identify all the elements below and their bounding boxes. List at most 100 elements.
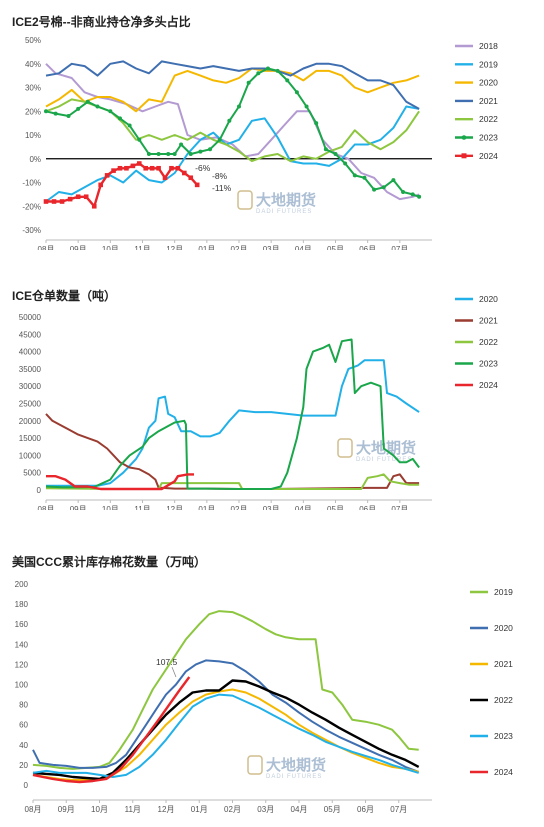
legend-label: 2020 [479, 78, 498, 88]
series-point-2024 [43, 199, 49, 204]
series-point-2023 [410, 192, 415, 197]
y-tick-label: 100 [15, 681, 29, 690]
y-tick-label: 80 [19, 701, 28, 710]
legend-label: 2020 [479, 294, 498, 304]
x-tick-label: 04月 [291, 805, 308, 814]
legend-label: 2019 [494, 587, 513, 597]
series-point-2024 [91, 203, 97, 209]
legend-label: 2020 [494, 623, 513, 633]
series-point-2023 [343, 161, 348, 166]
series-point-2023 [179, 142, 184, 147]
x-tick-label: 06月 [359, 245, 376, 250]
series-point-2023 [85, 99, 90, 104]
y-tick-label: 0 [37, 486, 42, 495]
y-tick-label: 20% [25, 107, 41, 116]
warehouse-receipts-chart-panel: ICE仓单数量（吨） 大地期货 DADI FUTURES 0 5000 10000 150… [0, 275, 544, 514]
x-tick-label: 01月 [198, 245, 215, 250]
series-point-2024 [59, 199, 65, 204]
x-tick-label: 07月 [391, 245, 408, 250]
x-tick-label: 12月 [166, 505, 183, 510]
series-point-2024 [67, 196, 73, 202]
series-point-2024 [143, 165, 149, 171]
annotation-label: -6% [195, 163, 211, 173]
watermark-cn: 大地期货 [356, 439, 416, 457]
legend-item-2023: 2023 [455, 133, 498, 143]
legend-label: 2022 [479, 337, 498, 347]
y-tick-label: -20% [22, 202, 41, 211]
watermark-logo-icon [237, 190, 253, 210]
legend-label: 2022 [479, 114, 498, 124]
series-point-2023 [127, 123, 132, 128]
y-tick-label: 160 [15, 620, 29, 629]
x-tick-label: 08月 [38, 505, 55, 510]
y-tick-label: 5000 [23, 469, 41, 478]
legend-marker [461, 135, 467, 140]
x-tick-label: 04月 [295, 505, 312, 510]
series-point-2023 [166, 152, 171, 156]
x-tick-label: 02月 [231, 505, 248, 510]
legend-label: 2019 [479, 59, 498, 69]
x-tick-label: 12月 [166, 245, 183, 250]
legend-label: 2023 [479, 359, 498, 369]
legend-item-2022: 2022 [455, 337, 498, 347]
series-point-2024 [104, 173, 110, 178]
series-point-2024 [130, 163, 136, 169]
x-tick-label: 09月 [58, 805, 75, 814]
series-point-2024 [136, 161, 142, 166]
y-tick-label: 0 [24, 781, 29, 790]
series-point-2023 [66, 114, 71, 118]
watermark-cn: 大地期货 [256, 191, 316, 209]
legend-item-2024: 2024 [470, 767, 513, 777]
series-point-2023 [304, 104, 309, 109]
legend-item-2023: 2023 [470, 731, 513, 741]
chart-title: ICE2号棉--非商业持仓净多头占比 [12, 15, 191, 29]
series-line-2022 [32, 679, 420, 781]
y-tick-label: 40% [25, 60, 41, 69]
legend-label: 2021 [479, 96, 498, 106]
series-point-2024 [149, 165, 155, 171]
series-point-2023 [391, 178, 396, 183]
series-line-2024 [46, 473, 194, 491]
series-point-2024 [98, 182, 103, 188]
series-line-2024 [32, 676, 191, 784]
series-point-2024 [175, 165, 181, 171]
legend-item-2018: 2018 [455, 41, 498, 51]
legend-item-2024: 2024 [455, 151, 498, 161]
x-tick-label: 05月 [324, 805, 341, 814]
series-point-2024 [111, 168, 116, 173]
y-tick-label: 20 [19, 761, 28, 770]
x-tick-label: 12月 [158, 805, 175, 814]
legend-label: 2024 [494, 767, 513, 777]
series-point-2024 [156, 165, 161, 171]
watermark-en: DADI FUTURES [266, 774, 322, 780]
y-tick-label: 140 [15, 640, 29, 649]
series-point-2024 [75, 194, 81, 200]
annotation-label: -11% [212, 183, 232, 193]
x-tick-label: 08月 [25, 805, 42, 814]
series-point-2023 [246, 80, 251, 85]
x-tick-label: 07月 [390, 805, 407, 814]
series-point-2023 [285, 78, 290, 83]
legend-item-2020: 2020 [455, 294, 498, 304]
x-tick-label: 10月 [91, 805, 108, 814]
annotation-leader [171, 666, 177, 678]
series-point-2023 [76, 106, 81, 111]
series-line-2018 [45, 63, 420, 201]
legend-item-2019: 2019 [470, 587, 513, 597]
series-point-2024 [124, 165, 129, 171]
legend-label: 2021 [479, 316, 498, 326]
series-point-2023 [381, 185, 386, 190]
legend-item-2020: 2020 [455, 78, 498, 88]
y-tick-label: 20000 [19, 417, 42, 426]
series-point-2024 [182, 170, 187, 176]
x-tick-label: 04月 [295, 245, 312, 250]
annotation-label: 107.5 [156, 657, 178, 667]
y-tick-label: 10000 [19, 451, 42, 460]
y-tick-label: 35000 [19, 365, 42, 374]
series-point-2023 [108, 109, 113, 114]
series-point-2023 [352, 173, 357, 178]
watermark-logo-icon [337, 438, 353, 458]
